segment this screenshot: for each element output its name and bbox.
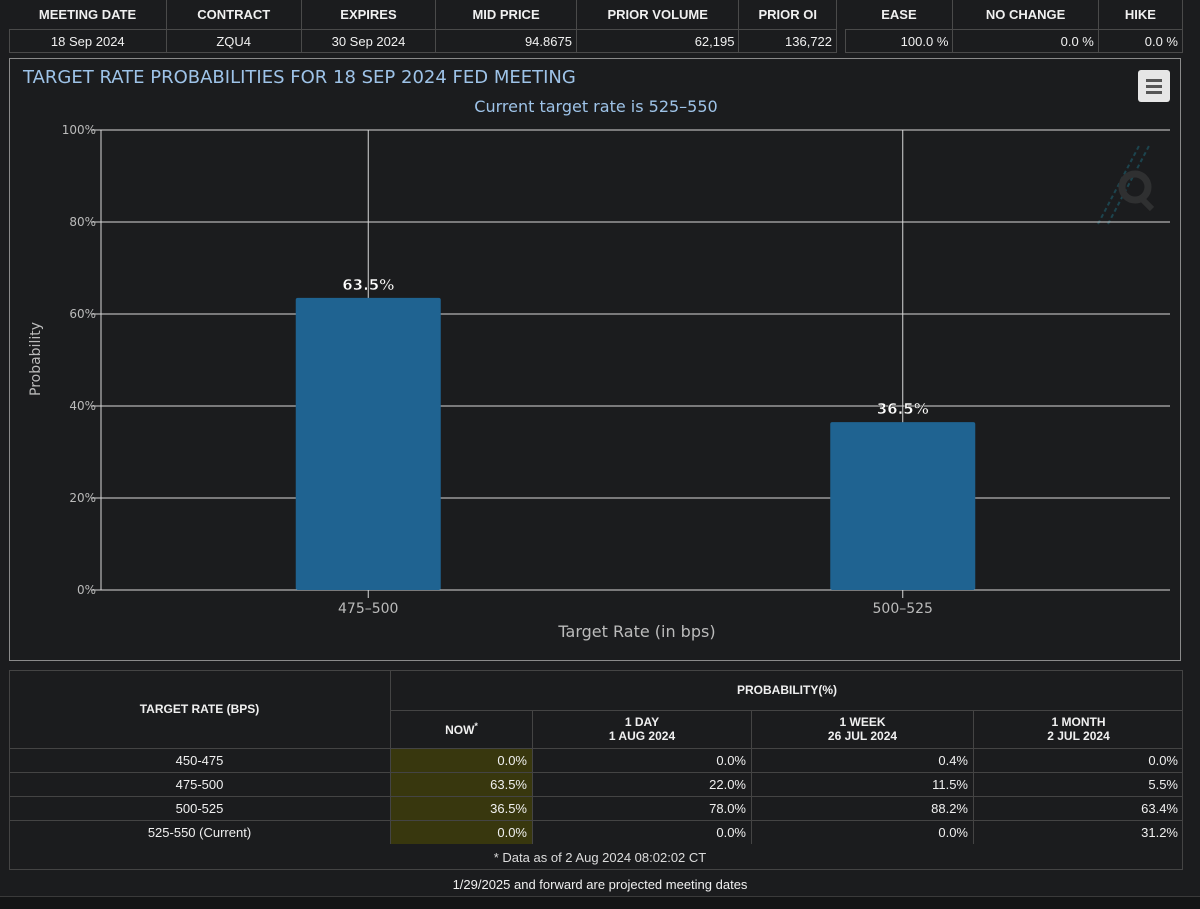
projected-dates-note: 1/29/2025 and forward are projected meet… — [452, 877, 748, 892]
col-ease: EASE — [845, 0, 954, 30]
col-meeting-date: MEETING DATE — [9, 0, 167, 30]
col-no-change: NO CHANGE — [952, 0, 1099, 30]
one-month-header: 1 MONTH 2 JUL 2024 — [973, 710, 1183, 748]
now-header: NOW* — [390, 710, 533, 748]
probability-chart: TARGET RATE PROBABILITIES FOR 18 SEP 202… — [22, 67, 1170, 641]
chart-title: TARGET RATE PROBABILITIES FOR 18 SEP 202… — [22, 67, 576, 88]
y-tick-label: 20% — [69, 491, 96, 505]
prior-volume-value: 62,195 — [575, 29, 740, 53]
one-day-header: 1 DAY 1 AUG 2024 — [532, 710, 752, 748]
col-prior-volume: PRIOR VOLUME — [576, 0, 740, 30]
q-logo-icon — [1097, 143, 1155, 225]
y-tick-label: 0% — [77, 583, 96, 597]
now-cell: 0.0% — [390, 819, 533, 844]
col-expires: EXPIRES — [301, 0, 437, 30]
bar-data-label: 36.5% — [877, 400, 929, 418]
table-row: 525-550 (Current) 0.0% 0.0% 0.0% 31.2% — [9, 819, 1183, 844]
page-bottom-edge — [0, 896, 1200, 909]
now-cell: 36.5% — [390, 795, 533, 820]
mid-price-value: 94.8675 — [435, 29, 577, 53]
probability-group-header: PROBABILITY(%) — [390, 670, 1183, 711]
probability-history-table: TARGET RATE (BPS) PROBABILITY(%) NOW* 1 … — [9, 670, 1183, 844]
hike-value: 0.0 % — [1097, 29, 1184, 53]
y-tick-label: 100% — [62, 123, 96, 137]
target-rate-header: TARGET RATE (BPS) — [139, 701, 260, 716]
data-timestamp-note: * Data as of 2 Aug 2024 08:02:02 CT — [493, 850, 707, 865]
col-hike: HIKE — [1098, 0, 1184, 30]
one-week-header: 1 WEEK 26 JUL 2024 — [751, 710, 974, 748]
week-cell: 88.2% — [751, 795, 974, 820]
day-cell: 0.0% — [532, 819, 752, 844]
x-axis-label: Target Rate (in bps) — [557, 622, 715, 641]
table-row: 500-525 36.5% 78.0% 88.2% 63.4% — [9, 795, 1183, 820]
meeting-date-value: 18 Sep 2024 — [9, 29, 167, 53]
rate-cell: 500-525 — [9, 795, 391, 820]
rate-cell: 450-475 — [9, 747, 391, 772]
hamburger-menu-icon — [1146, 78, 1162, 82]
table-row: 475-500 63.5% 22.0% 11.5% 5.5% — [9, 771, 1183, 796]
x-tick-label: 500–525 — [873, 601, 933, 617]
expires-value: 30 Sep 2024 — [300, 29, 437, 53]
y-tick-label: 60% — [69, 307, 96, 321]
week-cell: 0.4% — [751, 747, 974, 772]
bar-500–525[interactable] — [830, 422, 976, 590]
month-cell: 31.2% — [973, 819, 1183, 844]
prior-oi-value: 136,722 — [738, 29, 837, 53]
now-cell: 0.0% — [390, 747, 533, 772]
meeting-info-table: MEETING DATE CONTRACT EXPIRES MID PRICE … — [9, 0, 837, 53]
contract-value: ZQU4 — [165, 29, 302, 53]
table-row: 450-475 0.0% 0.0% 0.4% 0.0% — [9, 747, 1183, 772]
ease-value: 100.0 % — [844, 29, 954, 53]
chart-subtitle: Current target rate is 525–550 — [474, 97, 717, 116]
y-tick-label: 40% — [69, 399, 96, 413]
bar-475–500[interactable] — [295, 297, 441, 590]
y-tick-label: 80% — [69, 215, 96, 229]
month-cell: 0.0% — [973, 747, 1183, 772]
week-cell: 11.5% — [751, 771, 974, 796]
y-axis-label: Probability — [28, 322, 44, 396]
probability-summary-table: EASE NO CHANGE HIKE 100.0 % 0.0 % 0.0 % — [844, 0, 1184, 53]
col-contract: CONTRACT — [166, 0, 302, 30]
x-tick-label: 475–500 — [338, 601, 398, 617]
week-cell: 0.0% — [751, 819, 974, 844]
rate-cell: 525-550 (Current) — [9, 819, 391, 844]
day-cell: 0.0% — [532, 747, 752, 772]
no-change-value: 0.0 % — [952, 29, 1099, 53]
day-cell: 22.0% — [532, 771, 752, 796]
bar-data-label: 63.5% — [342, 276, 394, 294]
rate-cell: 475-500 — [9, 771, 391, 796]
chart-panel: TARGET RATE PROBABILITIES FOR 18 SEP 202… — [9, 58, 1181, 661]
month-cell: 5.5% — [973, 771, 1183, 796]
month-cell: 63.4% — [973, 795, 1183, 820]
now-cell: 63.5% — [390, 771, 533, 796]
col-prior-oi: PRIOR OI — [738, 0, 837, 30]
col-mid-price: MID PRICE — [435, 0, 577, 30]
day-cell: 78.0% — [532, 795, 752, 820]
chart-menu-button[interactable] — [1138, 70, 1170, 102]
